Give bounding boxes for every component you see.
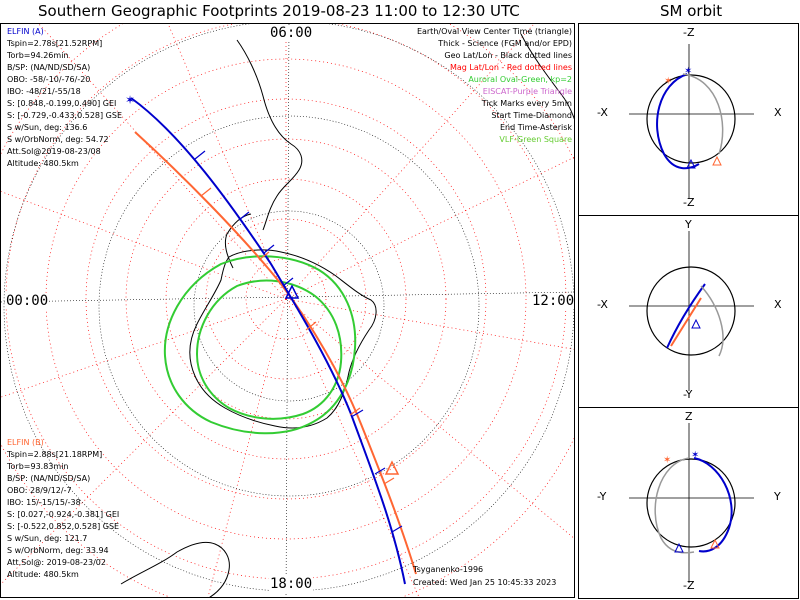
elfin-a-tick-marks [194, 150, 403, 533]
legend-item: VLF-Green Square [499, 135, 572, 144]
elfin-a-end-asterisk: ✶ [125, 93, 135, 107]
africa-coastline [520, 33, 574, 120]
orbit-title: SM orbit [660, 2, 723, 20]
legend-item: Start Time-Diamond [491, 111, 572, 120]
elfin-a-line: S: [-0.729,-0.433,0.528] GSE [7, 111, 122, 120]
orbit-xy-bottom-label: -Y [683, 388, 693, 401]
orbit-panel-xy: Y -Y -X X [578, 215, 799, 408]
elfin-a-line: Altitude: 480.5km [7, 159, 79, 168]
mlt-label-bottom: 18:00 [269, 576, 314, 592]
auroral-oval-outer [163, 255, 357, 435]
elfin-a-line: S w/Sun, deg: 136.6 [7, 123, 88, 132]
orbit-xz-right-label: X [774, 106, 782, 119]
orbit-xy-left-label: -X [597, 298, 608, 311]
elfin-b-line: Altitude: 480.5km [7, 570, 79, 579]
south-america-coastline [236, 39, 303, 231]
elfin-b-line: Tspin=2.88s[21.18RPM] [7, 450, 103, 459]
elfin-b-line: S: [0.027,-0.924,-0.381] GEI [7, 510, 120, 519]
orbit-xy-svg [629, 231, 754, 391]
legend-item: End Time-Asterisk [499, 123, 572, 132]
elfin-b-info: ELFIN (B) Tspin=2.88s[21.18RPM] Torb=93.… [7, 437, 119, 581]
elfin-a-line: Torb=94.26min [7, 51, 69, 60]
orbit-xz-bottom-label: -Z [683, 196, 695, 209]
elfin-a-line: S: [0.848,-0.199,0.490] GEI [7, 99, 117, 108]
elfin-a-header: ELFIN (A) [7, 27, 44, 36]
orbit-xz-top-label: -Z [683, 26, 695, 39]
footprint-map: ✶ 06:00 00:00 12:00 18:00 ELFIN (A) Tspi… [0, 23, 575, 598]
legend-item: Auroral Oval-Green, kp=2 [468, 75, 572, 84]
orbit-yz-svg: ✶ ✶ [629, 423, 754, 583]
elfin-b-line: Torb=93.83min [7, 462, 69, 471]
svg-text:✶: ✶ [663, 455, 671, 466]
orbit-yz-top-label: Z [685, 410, 693, 423]
elfin-b-tick-marks [200, 187, 395, 485]
elfin-b-line: Att.Sol@: 2019-08-23/02 [7, 558, 106, 567]
orbit-panel-xz: ✶ ✶ -Z -Z -X X [578, 23, 799, 216]
elfin-a-view-center-triangle [284, 284, 300, 299]
elfin-a-line: Att.Sol@2019-08-23/08 [7, 147, 101, 156]
elfin-a-line: B/SP: (NA/ND/SD/SA) [7, 63, 91, 72]
mlt-label-right: 12:00 [531, 293, 575, 309]
elfin-b-header: ELFIN (B) [7, 438, 44, 447]
mlt-label-top: 06:00 [269, 25, 314, 41]
elfin-b-line: OBO: 28/9/12/-7 [7, 486, 72, 495]
elfin-b-track [134, 131, 417, 575]
elfin-b-line: S w/Sun, deg: 121.7 [7, 534, 88, 543]
orbit-xy-right-label: X [774, 298, 782, 311]
orbit-xz-svg: ✶ ✶ [629, 44, 754, 199]
svg-text:✶: ✶ [664, 76, 672, 87]
elfin-b-line: IBO: 15/-15/15/-38 [7, 498, 81, 507]
legend-item: Tick Marks every 5min [481, 99, 572, 108]
model-credit: Tsyganenko-1996 [413, 565, 484, 574]
created-stamp: Created: Wed Jan 25 10:45:33 2023 [413, 578, 557, 587]
legend-item: Geo Lat/Lon - Black dotted lines [444, 51, 572, 60]
legend-item: Mag Lat/Lon - Red dotted lines [449, 63, 572, 72]
antarctic-peninsula [224, 213, 252, 269]
orbit-panel-yz: ✶ ✶ Z -Z -Y Y [578, 407, 799, 599]
elfin-a-info: ELFIN (A) Tspin=2.78s[21.52RPM] Torb=94.… [7, 26, 122, 170]
elfin-a-line: S w/OrbNorm, deg: 54.72 [7, 135, 109, 144]
antarctica-coastline [189, 249, 377, 429]
australia-coastline [120, 541, 230, 597]
legend-item: Earth/Oval View Center Time (triangle) [416, 27, 572, 36]
svg-text:✶: ✶ [684, 66, 692, 77]
orbit-xy-top-label: Y [685, 218, 692, 231]
page-title: Southern Geographic Footprints 2019-08-2… [38, 2, 520, 20]
orbit-xz-left-label: -X [597, 106, 608, 119]
footprint-map-svg: ✶ [1, 24, 574, 597]
elfin-b-line: S: [-0.522,0.852,0.528] GSE [7, 522, 120, 531]
elfin-a-track [130, 97, 406, 585]
elfin-a-line: Tspin=2.78s[21.52RPM] [7, 39, 103, 48]
orbit-yz-right-label: Y [774, 490, 781, 503]
elfin-b-line: B/SP: (NA/ND/SD/SA) [7, 474, 91, 483]
legend-item: Thick - Science (FGM and/or EPD) [438, 39, 572, 48]
auroral-oval-inner [195, 279, 343, 420]
orbit-yz-bottom-label: -Z [683, 579, 695, 592]
map-legend: Earth/Oval View Center Time (triangle) T… [417, 26, 572, 146]
mlt-label-left: 00:00 [5, 293, 50, 309]
elfin-a-line: OBO: -58/-10/-76/-20 [7, 75, 91, 84]
elfin-a-line: IBO: -48/21/-55/18 [7, 87, 81, 96]
elfin-b-line: S w/OrbNorm, deg: 33.94 [7, 546, 109, 555]
svg-text:✶: ✶ [691, 450, 699, 461]
elfin-b-view-center-triangle [384, 460, 400, 475]
legend-item: EISCAT-Purple Triangle [482, 87, 572, 96]
orbit-yz-left-label: -Y [597, 490, 607, 503]
